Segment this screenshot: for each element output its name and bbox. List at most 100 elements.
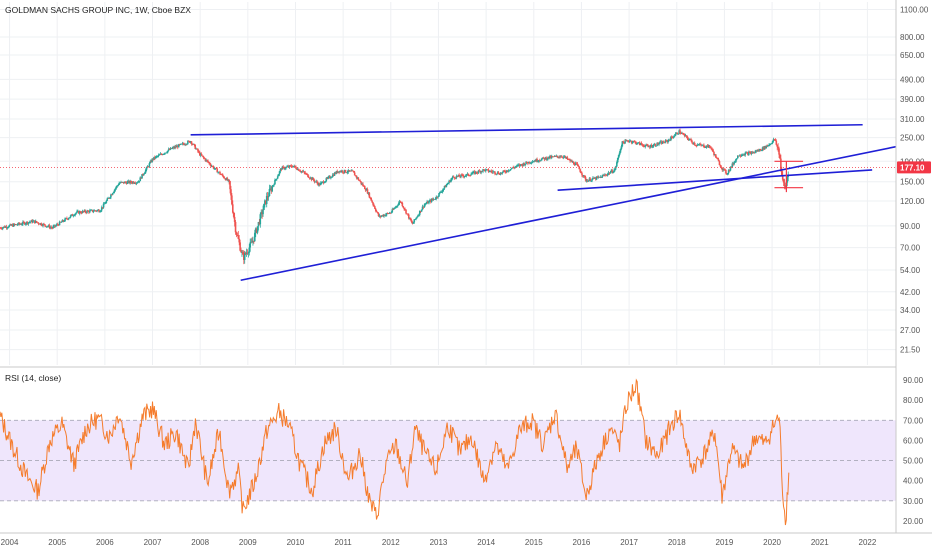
candle-body [298,170,301,172]
candle-body [715,154,717,158]
candle-body [639,143,642,145]
candle-body [492,171,494,173]
candle-body [403,207,405,210]
candle-body [81,211,84,214]
candle-body [458,174,460,177]
candle-body [611,170,614,173]
candle-body [146,166,149,168]
candle-body [509,169,512,171]
candle-body [332,174,335,176]
candle-body [133,183,136,184]
candle-body [223,177,226,179]
candle-body [228,179,230,182]
candle-body [216,168,219,173]
candle-body [655,145,658,147]
candle-body [100,210,102,212]
candle-body [89,209,92,211]
candle-body [780,158,782,170]
candle-body [418,210,421,215]
candle-body [420,209,423,212]
candle-body [453,177,456,179]
candle-body [261,211,263,215]
candle-body [767,145,769,147]
candle-body [558,157,560,158]
price-tick-label: 800.00 [900,33,925,42]
candle-body [649,145,652,148]
candle-body [94,210,97,212]
candle-body [565,157,568,159]
candle-body [623,142,625,144]
candle-body [1,227,4,229]
candle-body [33,220,35,222]
candle-body [571,160,573,163]
candle-body [612,172,614,173]
candle-body [18,222,21,225]
candle-body [127,180,130,182]
candle-body [319,182,322,186]
candle-body [231,195,233,205]
candle-body [309,177,312,179]
candle-body [674,133,677,136]
candle-body [708,145,711,147]
candle-body [385,213,388,215]
candle-body [214,167,217,169]
range-markers [774,160,804,193]
candle-body [9,224,11,226]
candle-body [137,181,140,183]
candle-body [286,166,288,168]
candle-body [51,227,54,229]
candle-body [319,183,321,186]
candle-body [301,171,304,173]
candle-body [501,172,504,174]
candle-body [516,165,518,167]
candle-body [116,185,119,187]
candle-body [366,189,369,194]
candle-body [729,166,732,171]
candle-body [659,142,661,144]
candle-body [485,169,488,171]
candle-body [95,210,98,212]
candle-body [523,163,526,166]
candle-body [349,170,351,172]
candle-body [561,156,564,158]
candle-body [68,217,71,219]
candle-body [324,181,327,183]
candle-body [264,200,267,205]
candle-body [513,167,515,169]
candle-body [555,155,558,157]
candle-body [209,162,211,165]
price-tick-label: 150.00 [900,178,925,187]
candle-body [104,203,107,204]
candle-body [383,214,385,217]
candle-body [275,178,278,180]
candle-body [432,198,435,200]
candle-body [362,183,364,186]
candle-body [219,171,221,175]
candle-body [567,159,570,160]
candle-body [429,200,431,202]
candle-body [149,161,152,164]
time-tick-label: 2019 [716,538,734,547]
candle-body [614,168,616,171]
candle-body [260,211,263,215]
candle-body [105,200,108,204]
candle-body [517,165,519,166]
candle-body [500,173,503,174]
time-tick-label: 2013 [430,538,448,547]
candle-body [3,226,6,228]
candle-body [97,209,99,211]
candle-body [471,173,473,175]
candle-body [388,212,391,214]
candle-body [251,241,253,243]
candle-body [749,152,752,154]
candle-body [570,160,572,162]
candle-body [123,181,126,184]
candle-body [495,173,498,175]
candle-body [69,215,72,218]
candle-body [405,209,407,214]
candle-body [423,204,426,208]
candle-body [354,175,357,177]
candle-body [440,191,443,193]
candle-body [460,174,462,177]
candle-body [367,192,370,194]
